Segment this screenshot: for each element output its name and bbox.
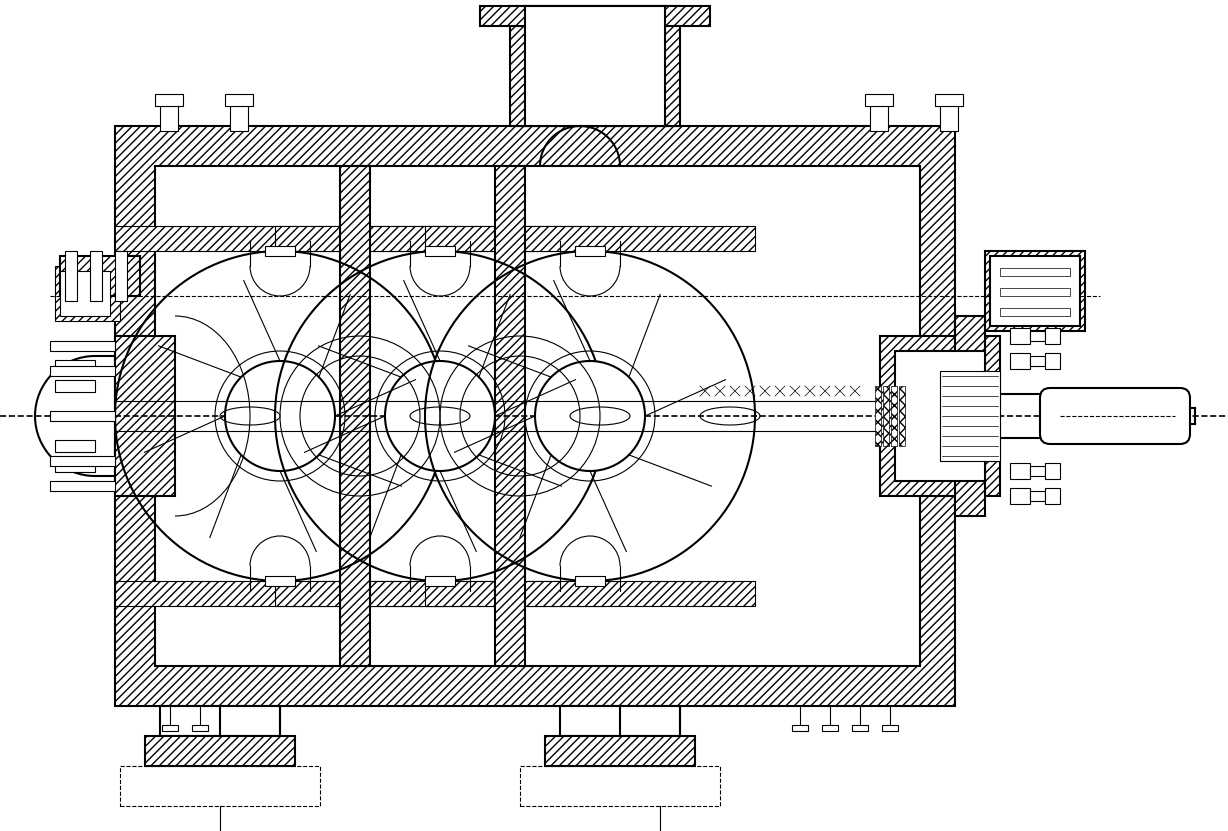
- Bar: [265, 246, 295, 256]
- Bar: [225, 94, 253, 106]
- Bar: [575, 576, 605, 586]
- Bar: [895, 351, 985, 481]
- Bar: [882, 725, 898, 731]
- Bar: [1009, 353, 1030, 369]
- Bar: [545, 736, 695, 766]
- Polygon shape: [425, 226, 755, 251]
- Bar: [495, 166, 526, 666]
- Polygon shape: [425, 581, 755, 606]
- Bar: [1000, 288, 1070, 296]
- Bar: [1000, 308, 1070, 316]
- Bar: [160, 706, 280, 736]
- Bar: [519, 766, 720, 806]
- Bar: [425, 576, 456, 586]
- Polygon shape: [115, 581, 445, 606]
- Bar: [955, 316, 985, 516]
- Bar: [1045, 353, 1060, 369]
- Bar: [869, 101, 888, 131]
- Bar: [65, 251, 77, 301]
- Bar: [50, 411, 115, 421]
- Bar: [883, 386, 889, 446]
- Bar: [990, 256, 1079, 326]
- Bar: [560, 706, 680, 736]
- Bar: [1030, 331, 1045, 341]
- Polygon shape: [275, 581, 605, 606]
- Bar: [939, 371, 1000, 461]
- Bar: [865, 94, 893, 106]
- Bar: [340, 166, 370, 666]
- Bar: [155, 166, 920, 666]
- Bar: [822, 725, 837, 731]
- Bar: [985, 251, 1086, 331]
- Bar: [120, 766, 321, 806]
- Polygon shape: [275, 226, 605, 251]
- Bar: [880, 336, 1000, 496]
- Bar: [50, 366, 115, 376]
- Bar: [1030, 466, 1045, 476]
- Bar: [526, 6, 666, 126]
- Bar: [145, 736, 295, 766]
- Bar: [230, 101, 248, 131]
- Bar: [935, 94, 963, 106]
- Bar: [920, 394, 1149, 438]
- Bar: [899, 386, 905, 446]
- Bar: [425, 246, 456, 256]
- Bar: [55, 360, 95, 372]
- Bar: [939, 101, 958, 131]
- Bar: [1030, 356, 1045, 366]
- Bar: [852, 725, 868, 731]
- Bar: [60, 256, 140, 296]
- Bar: [892, 386, 896, 446]
- FancyBboxPatch shape: [1040, 388, 1190, 444]
- Polygon shape: [115, 126, 955, 706]
- Bar: [192, 725, 208, 731]
- Bar: [160, 101, 178, 131]
- Circle shape: [225, 361, 335, 471]
- Bar: [55, 380, 95, 392]
- Bar: [1045, 463, 1060, 479]
- Bar: [1000, 268, 1070, 276]
- Bar: [155, 94, 183, 106]
- Bar: [90, 251, 102, 301]
- Bar: [50, 341, 115, 351]
- Bar: [1045, 488, 1060, 504]
- Bar: [792, 725, 808, 731]
- Bar: [1045, 328, 1060, 344]
- Polygon shape: [115, 226, 445, 251]
- Bar: [575, 246, 605, 256]
- Bar: [480, 6, 710, 26]
- Bar: [1030, 491, 1045, 501]
- Bar: [1009, 328, 1030, 344]
- Circle shape: [535, 361, 645, 471]
- Bar: [1009, 488, 1030, 504]
- Bar: [115, 336, 176, 496]
- Bar: [876, 386, 880, 446]
- Circle shape: [386, 361, 495, 471]
- Bar: [50, 481, 115, 491]
- Bar: [55, 266, 120, 321]
- Bar: [50, 456, 115, 466]
- Bar: [162, 725, 178, 731]
- Bar: [265, 576, 295, 586]
- Bar: [115, 251, 126, 301]
- Bar: [55, 460, 95, 472]
- Bar: [55, 440, 95, 452]
- Bar: [60, 271, 111, 316]
- Bar: [510, 6, 680, 126]
- Bar: [1009, 463, 1030, 479]
